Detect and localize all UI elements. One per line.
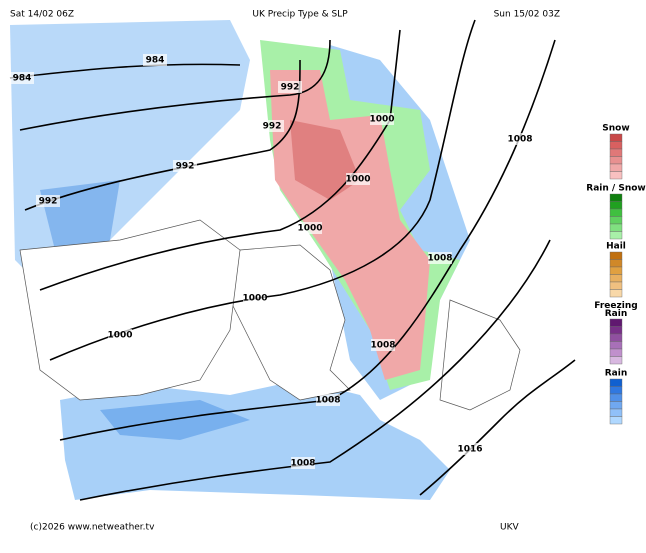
- isobar-label-bg: [298, 222, 322, 234]
- legend-swatch: [609, 163, 623, 172]
- legend-swatch: [609, 326, 623, 335]
- legend-swatch: [609, 208, 623, 217]
- isobar-label-bg: [346, 173, 370, 185]
- model-name: UKV: [500, 523, 519, 533]
- isobar-label: 1008: [370, 341, 395, 351]
- isobar-label: 1000: [345, 175, 370, 185]
- precip-layer: [10, 20, 521, 500]
- legend-swatch: [609, 393, 623, 402]
- isobar-label: 1016: [457, 445, 482, 455]
- legend-swatch: [609, 231, 623, 240]
- legend-swatch: [609, 341, 623, 350]
- isobar-labels: 984 984 992 992 992 992 1000 1000 1000 1000 1000 10…: [10, 54, 533, 469]
- isobar-label: 992: [176, 162, 195, 172]
- legend-swatch: [609, 216, 623, 225]
- isobar-label-bg: [316, 394, 340, 406]
- isobar-label-bg: [260, 120, 284, 132]
- legend-swatch: [609, 318, 623, 327]
- east-anglia: [439, 299, 521, 411]
- isobar-label-bg: [108, 329, 132, 341]
- legend-label: Rain / Snow: [586, 184, 645, 194]
- isobars: [9, 19, 576, 501]
- isobar-label-bg: [243, 292, 267, 304]
- legend-swatch: [609, 333, 623, 342]
- legend-swatch: [609, 348, 623, 357]
- isobar-label-bg: [508, 133, 532, 145]
- legend-label: Hail: [606, 242, 626, 252]
- isobar-label-bg: [278, 81, 302, 93]
- isobar-label: 992: [281, 83, 300, 93]
- isobar-label-bg: [370, 113, 394, 125]
- legend-swatch: [609, 356, 623, 365]
- isobar-label-bg: [173, 160, 197, 172]
- legend-swatch: [609, 386, 623, 395]
- credit: (c)2026 www.netweather.tv: [30, 523, 155, 533]
- legend-swatch: [609, 408, 623, 417]
- isobar-label-bg: [428, 252, 452, 264]
- legend-swatch: [609, 401, 623, 410]
- legend-swatch: [609, 193, 623, 202]
- isobar-label: 1000: [297, 224, 322, 234]
- legend-swatch: [609, 259, 623, 268]
- legend-swatch: [609, 171, 623, 180]
- isobar-label: 1008: [290, 459, 315, 469]
- legend-swatch: [609, 289, 623, 298]
- legend-swatch: [609, 201, 623, 210]
- legend-swatch: [609, 378, 623, 387]
- isobar-label: 984: [146, 56, 165, 66]
- valid-start: Sat 14/02 06Z: [10, 10, 74, 20]
- isobar-label-bg: [291, 457, 315, 469]
- isobar-label: 992: [263, 122, 282, 132]
- isobar-label: 1000: [369, 115, 394, 125]
- isobar-label: 992: [39, 197, 58, 207]
- map-title: UK Precip Type & SLP: [252, 10, 348, 20]
- isobar-label-bg: [36, 195, 60, 207]
- legend-label: Snow: [602, 124, 629, 134]
- isobar-label-bg: [371, 339, 395, 351]
- legend-label: Freezing Rain: [594, 301, 637, 319]
- legend-swatch: [609, 141, 623, 150]
- isobar-label-bg: [458, 443, 482, 455]
- isobar-label-bg: [10, 72, 34, 84]
- legend-swatch: [609, 133, 623, 142]
- isobar-label-bg: [143, 54, 167, 66]
- isobar-label: 1000: [107, 331, 132, 341]
- isobar-label: 1008: [427, 254, 452, 264]
- legend-label: Rain: [605, 369, 628, 379]
- legend-swatch: [609, 281, 623, 290]
- isobar-label: 1008: [507, 135, 532, 145]
- legend: Snow Rain / Snow Hail Freezing Rain Rain: [586, 124, 646, 425]
- legend-swatch: [609, 156, 623, 165]
- isobar-label: 1000: [242, 294, 267, 304]
- isobar-label: 1008: [315, 396, 340, 406]
- legend-swatch: [609, 266, 623, 275]
- legend-swatch: [609, 148, 623, 157]
- legend-swatch: [609, 274, 623, 283]
- legend-swatch: [609, 223, 623, 232]
- ireland-west: [19, 219, 241, 401]
- valid-end: Sun 15/02 03Z: [494, 10, 560, 20]
- legend-swatch: [609, 416, 623, 425]
- isobar-label: 984: [13, 74, 32, 84]
- legend-swatch: [609, 251, 623, 260]
